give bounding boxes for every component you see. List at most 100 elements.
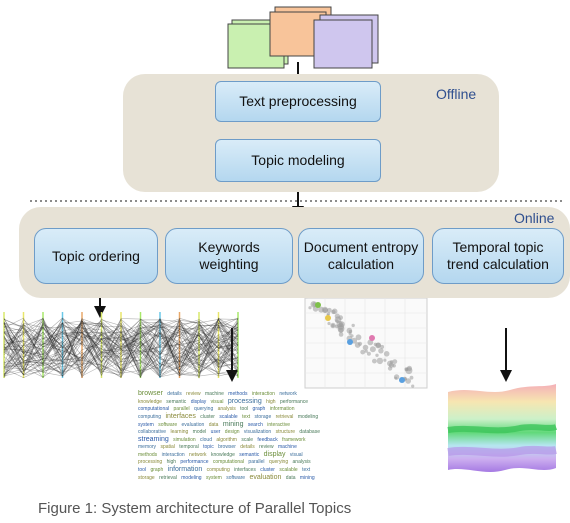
scatter-point [357,341,363,346]
word-cloud-term: retrieval [159,475,177,481]
word-cloud-term: methods [138,452,158,458]
word-cloud-term: modeling [297,414,319,420]
word-cloud-term: software [158,422,178,428]
scatter-point-highlight [399,377,405,383]
word-cloud-term: interaction [161,452,185,458]
scatter-point [366,351,371,356]
scatter-point-highlight [347,339,353,345]
parallel-polyline [3,322,239,379]
parallel-polyline [3,322,239,378]
scatter-point [394,376,398,380]
scatter-point [405,378,412,384]
parallel-polyline [3,321,239,371]
word-cloud-term: information [269,406,295,412]
word-cloud-term: machine [204,391,224,397]
temporal-trend-box: Temporal topic trend calculation [432,228,564,284]
word-cloud-term: search [247,422,263,428]
word-cloud-term: retrieval [275,414,294,420]
word-cloud-term: high [166,459,177,465]
word-cloud-term: scalable [279,467,298,473]
word-cloud-term: methods [228,391,248,397]
word-cloud-term: evaluation [181,422,205,428]
word-cloud-term: design [224,429,240,435]
parallel-polyline [3,321,239,360]
parallel-polyline [3,322,239,376]
word-cloud-term: collaborative [138,429,167,435]
scatter-point [387,366,393,371]
topic-modeling-box: Topic modeling [215,139,381,182]
parallel-polyline [3,322,239,377]
parallel-polyline [3,323,239,377]
word-cloud-term: mining [299,475,315,481]
word-cloud-term: semantic [166,399,187,405]
parallel-polyline [3,318,239,378]
word-cloud-term: analysis [217,406,236,412]
scatter-point [331,323,335,328]
scatter-point [338,327,344,334]
parallel-polyline [3,318,239,376]
word-cloud-term: information [167,466,203,473]
parallel-polyline [3,317,239,377]
parallel-polyline [3,318,239,378]
scatter-point [308,306,312,310]
parallel-polyline [3,319,239,378]
parallel-polyline [3,319,239,363]
parallel-polyline [3,318,239,379]
parallel-polyline [3,325,239,377]
word-cloud-term: simulation [173,437,196,443]
online-label: Online [514,210,555,226]
word-cloud-term: details [167,391,182,397]
parallel-polyline [3,323,239,367]
scatter-point [364,349,368,353]
word-cloud-term: machine [277,444,297,450]
document-entropy-box: Document entropy calculation [298,228,424,284]
word-cloud-term: data [285,475,296,481]
word-cloud-term: cloud [200,437,212,443]
topic-ordering-box: Topic ordering [34,228,158,284]
word-cloud-term: cluster [200,414,215,420]
word-cloud-term: processing [227,398,262,405]
parallel-polyline [3,318,239,372]
parallel-polyline [3,321,239,374]
parallel-polyline [3,318,239,376]
parallel-polyline [3,322,239,376]
parallel-polyline [3,320,239,377]
scatter-point-highlight [369,335,375,341]
scatter-point [392,359,398,364]
parallel-polyline [3,318,239,377]
scatter-point [355,334,362,341]
parallel-polyline [3,317,239,378]
parallel-polyline [3,319,239,379]
word-cloud-term: graph [150,467,164,473]
scatter-point [327,321,331,326]
scatter-point [409,375,414,380]
word-cloud-term: semantic [239,452,260,458]
parallel-polyline [3,317,239,376]
word-cloud-term: visual [210,399,224,405]
word-cloud-term: network [189,452,207,458]
parallel-polyline [3,319,239,375]
parallel-polyline [3,322,239,372]
word-cloud-term: modeling [181,475,202,481]
word-cloud-term: review [259,444,274,450]
parallel-polyline [3,330,239,378]
keywords-word-cloud: browser details review machine methods i… [138,390,322,482]
parallel-polyline [3,326,239,378]
word-cloud-term: review [186,391,201,397]
scatter-point [389,360,394,364]
word-cloud-term: visual [289,452,303,458]
scatter-point [383,351,390,357]
scatter-point [346,327,353,334]
word-cloud-term: performance [180,459,209,465]
word-cloud-term: display [190,399,207,405]
document-purple [313,14,379,69]
word-cloud-term: mining [222,421,244,428]
offline-label: Offline [436,86,477,102]
word-cloud-term: performance [279,399,309,405]
word-cloud-term: system [138,422,154,428]
scatter-point [380,344,385,349]
keywords-weighting-box: Keywords weighting [165,228,293,284]
word-cloud-term: processing [138,459,163,465]
word-cloud-term: evaluation [249,474,282,481]
